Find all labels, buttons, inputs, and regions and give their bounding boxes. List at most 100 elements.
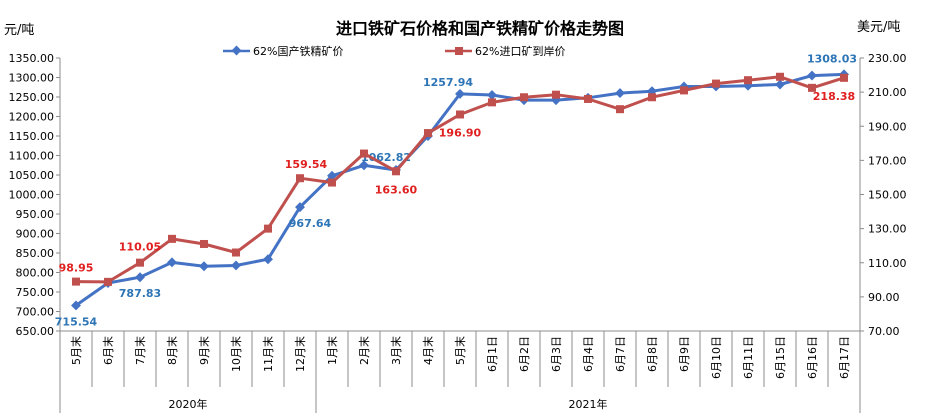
data-point-domestic [167,257,177,268]
left-tick-label: 1200.00 [9,111,55,124]
data-point-imported [456,110,464,119]
data-point-imported [648,93,656,102]
data-point-imported [264,224,272,233]
x-tick-label: 4月末 [421,336,435,365]
data-point-imported [104,277,112,286]
x-tick-label: 6月15日 [774,336,787,379]
x-tick-label: 10月末 [229,336,243,372]
x-tick-label: 5月末 [453,336,467,365]
data-label-domestic: 1308.03 [807,52,857,65]
right-tick-label: 110.00 [868,257,907,270]
left-tick-label: 1300.00 [9,72,55,85]
data-point-imported [296,174,304,183]
right-tick-label: 170.00 [868,154,907,167]
data-point-imported [168,234,176,243]
right-tick-label: 90.00 [868,291,900,304]
x-tick-label: 6月10日 [710,336,723,379]
x-tick-label: 6月17日 [838,336,851,379]
legend-item-domestic: 62%国产铁精矿价 [223,44,343,58]
data-label-domestic: 1062.82 [361,151,411,164]
x-tick-label: 5月末 [69,336,83,365]
right-axis-unit: 美元/吨 [857,20,900,35]
data-point-domestic [359,160,369,171]
x-tick-label: 6月11日 [742,336,755,379]
x-tick-label: 2月末 [357,336,371,365]
x-tick-label: 6月4日 [582,336,595,372]
data-point-imported [392,167,400,176]
series-line-0 [75,72,845,307]
data-label-imported: 98.95 [59,262,94,275]
axes: 650.00 700.00 750.00 800.00 850.00 900.00 950.… [9,52,907,413]
data-point-imported [360,149,368,158]
data-point-imported [840,73,848,82]
legend-item-imported: 62%进口矿到岸价 [445,45,565,58]
left-tick-label: 700.00 [16,306,55,319]
series-layer: 715.54 787.83 967.64 1062.82 1257.94 1308.03 9… [55,52,857,328]
right-tick-label: 190.00 [868,120,907,133]
x-tick-label: 12月末 [293,336,307,372]
x-tick-label: 6月末 [101,336,115,365]
legend-label-imported: 62%进口矿到岸价 [475,45,565,58]
x-tick-label: 1月末 [325,336,339,365]
data-point-domestic [775,79,785,90]
x-tick-label: 6月9日 [678,336,691,372]
left-tick-label: 650.00 [16,325,55,338]
data-point-imported [808,83,816,92]
right-tick-label: 150.00 [868,189,907,202]
data-label-domestic: 967.64 [289,217,332,230]
data-point-imported [232,248,240,257]
x-tick-label: 11月末 [261,336,275,372]
x-tick-label: 6月3日 [550,336,563,372]
x-tick-label: 6月2日 [518,336,531,372]
data-point-domestic [295,202,305,213]
data-point-imported [520,93,528,102]
left-tick-label: 1050.00 [9,169,55,182]
data-point-imported [200,239,208,248]
data-label-imported: 218.38 [813,90,855,103]
data-point-domestic [807,70,817,81]
right-tick-label: 70.00 [868,325,900,338]
x-tick-label: 6月1日 [486,336,499,372]
data-point-imported [776,72,784,81]
series-line-1 [75,75,845,284]
legend-label-domestic: 62%国产铁精矿价 [253,44,343,58]
data-label-domestic: 1257.94 [423,76,473,89]
left-tick-label: 750.00 [16,286,55,299]
data-point-imported [616,105,624,114]
data-label-imported: 159.54 [285,158,328,171]
left-tick-label: 1000.00 [9,189,55,202]
data-point-domestic [615,88,625,99]
data-label-imported: 196.90 [439,126,482,139]
left-tick-label: 1350.00 [9,52,55,65]
data-point-imported [72,277,80,286]
data-point-domestic [231,260,241,271]
data-point-imported [136,258,144,267]
data-label-domestic: 715.54 [55,315,98,328]
data-point-domestic [263,254,273,265]
left-tick-label: 1150.00 [9,130,55,143]
data-point-imported [584,94,592,103]
x-tick-label: 3月末 [389,336,403,365]
data-point-domestic [199,261,209,272]
data-point-imported [744,76,752,85]
x-tick-label: 9月末 [197,336,211,365]
year-group-label: 2020年 [169,397,208,411]
x-tick-label: 6月16日 [806,336,819,379]
left-tick-label: 800.00 [16,267,55,280]
data-point-imported [680,86,688,95]
data-point-imported [488,98,496,107]
left-axis-unit: 元/吨 [4,23,34,38]
data-point-imported [328,178,336,187]
x-tick-label: 6月8日 [646,336,659,372]
left-tick-label: 1250.00 [9,91,55,104]
right-tick-label: 210.00 [868,86,907,99]
legend: 62%国产铁精矿价 62%进口矿到岸价 [223,44,565,58]
data-label-imported: 163.60 [375,183,418,196]
left-tick-label: 900.00 [16,228,55,241]
data-label-domestic: 787.83 [119,287,161,300]
data-point-imported [712,79,720,88]
data-label-imported: 110.05 [119,241,161,254]
x-tick-label: 8月末 [165,336,179,365]
left-tick-label: 1100.00 [9,150,55,163]
data-point-imported [424,129,432,138]
